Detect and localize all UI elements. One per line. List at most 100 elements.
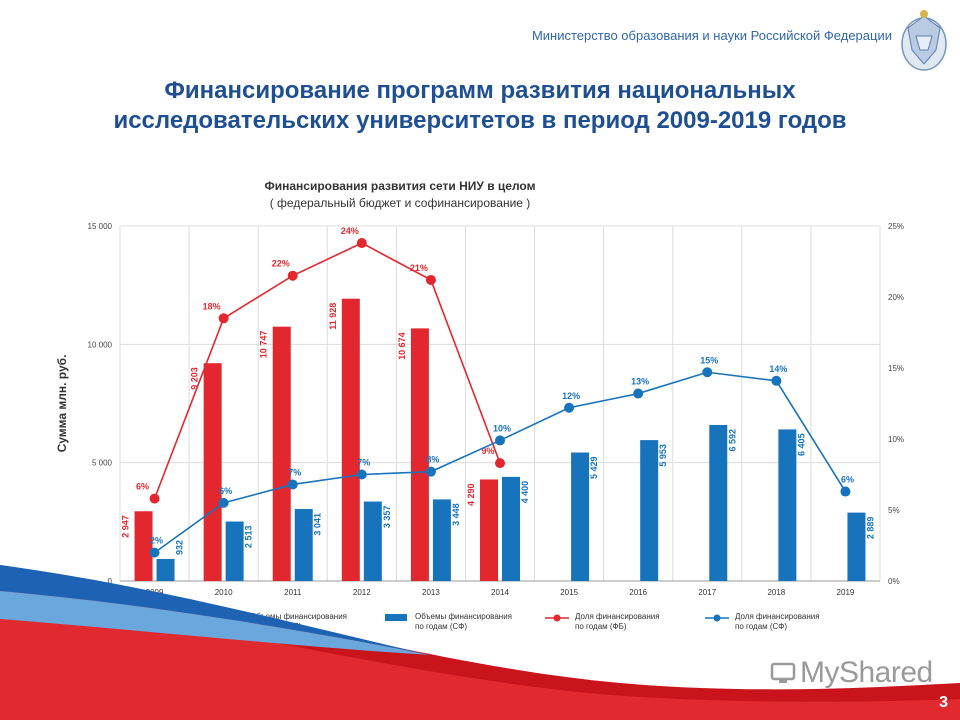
x-tick-label: 2013 [422,588,440,597]
line-point [771,375,782,386]
line-point [495,435,505,446]
slide-title-line1: Финансирование программ развития национа… [164,77,796,104]
bar-value-label: 4 400 [520,481,530,504]
line-value-label: 8% [426,455,439,465]
bar-sf [363,501,382,581]
line-point [149,493,160,504]
bar-value-label: 5 953 [658,444,668,467]
y2-tick-label: 10% [888,435,904,444]
page-number: 3 [939,694,948,711]
line-value-label: 6% [219,486,232,496]
bar-value-label: 2 947 [121,515,131,538]
y-tick-label: 5 000 [92,459,113,468]
line-series-fb [153,242,501,499]
line-point [425,466,436,477]
line-point [840,486,851,497]
bar-value-label: 2 513 [244,526,254,549]
line-value-label: 7% [288,467,301,477]
line-value-label: 6% [136,482,149,492]
x-tick-label: 2018 [767,588,785,597]
y-axis-label: Сумма млн. руб. [55,355,69,453]
bar-sf [709,424,728,581]
legend-swatch-point [713,614,721,622]
legend-label: по годам (СФ) [415,622,467,631]
ministry-emblem-icon [901,10,947,71]
bar-sf [847,512,866,581]
x-tick-label: 2012 [353,588,371,597]
line-value-label: 12% [562,391,580,401]
line-point [425,274,436,285]
bar-value-label: 11 928 [328,303,338,330]
x-tick-label: 2017 [698,588,716,597]
bar-sf [294,509,313,581]
line-value-label: 10% [493,423,511,433]
bar-sf [640,440,659,581]
bar-value-label: 10 674 [397,332,407,360]
bar-value-label: 5 429 [589,457,599,480]
legend-swatch-point [553,614,561,622]
line-point [218,313,229,324]
line-point [702,367,713,378]
line-value-label: 14% [769,364,787,374]
line-value-label: 6% [841,475,854,485]
x-tick-label: 2015 [560,588,578,597]
line-point [633,388,644,399]
bar-value-label: 10 747 [259,331,269,359]
y2-tick-label: 20% [888,293,904,302]
chart-subtitle: ( федеральный бюджет и софинансирование … [270,196,531,210]
legend-swatch [385,614,407,621]
x-tick-label: 2019 [837,588,855,597]
legend-label: по годам (ФБ) [575,622,627,631]
bar-value-label: 6 405 [796,433,806,456]
line-value-label: 7% [357,458,370,468]
legend-label: Доля финансирования [735,612,820,621]
legend-label: Объемы финансирования [415,612,512,621]
bar-sf [778,429,797,581]
line-value-label: 18% [203,301,221,311]
bar-value-label: 3 357 [382,506,392,529]
bar-sf [156,558,175,581]
bar-fb [341,298,360,581]
bar-value-label: 2 889 [865,517,875,540]
line-point [356,469,367,480]
bar-fb [272,326,291,581]
line-point [495,458,505,469]
bar-value-label: 3 448 [451,503,461,526]
x-tick-label: 2014 [491,588,509,597]
line-point [149,547,160,558]
line-value-label: 9% [481,446,494,456]
line-value-label: 24% [341,226,359,236]
legend-label: по годам (СФ) [735,622,787,631]
bar-fb [203,363,222,581]
bar-sf [225,521,244,581]
line-value-label: 2% [150,536,163,546]
y2-tick-label: 15% [888,364,904,373]
myshared-logo-icon [770,662,796,683]
line-point [564,402,575,413]
line-value-label: 21% [410,263,428,273]
bar-value-label: 9 203 [190,367,200,390]
line-value-label: 13% [631,377,649,387]
chart-title: Финансирования развития сети НИУ в целом [265,179,536,193]
bar-fb [480,479,498,581]
line-point [218,497,229,508]
line-value-label: 22% [272,259,290,269]
x-tick-label: 2010 [215,588,233,597]
bar-sf [502,476,520,581]
bar-value-label: 6 592 [727,429,737,452]
line-point [287,270,298,281]
bar-value-label: 932 [175,540,185,555]
y2-tick-label: 5% [888,506,900,515]
y2-tick-label: 0% [888,577,900,586]
x-tick-label: 2016 [629,588,647,597]
line-value-label: 15% [700,355,718,365]
slide-title-line2: исследовательских университетов в период… [113,107,847,134]
legend-label: Доля финансирования [575,612,660,621]
line-point [356,238,367,249]
y-tick-label: 15 000 [88,222,113,231]
bar-value-label: 3 041 [313,513,323,536]
x-tick-label: 2011 [284,588,302,597]
bar-value-label: 4 290 [466,483,476,506]
slide-title: Финансирование программ развития национа… [0,76,960,136]
y2-tick-label: 25% [888,222,904,231]
